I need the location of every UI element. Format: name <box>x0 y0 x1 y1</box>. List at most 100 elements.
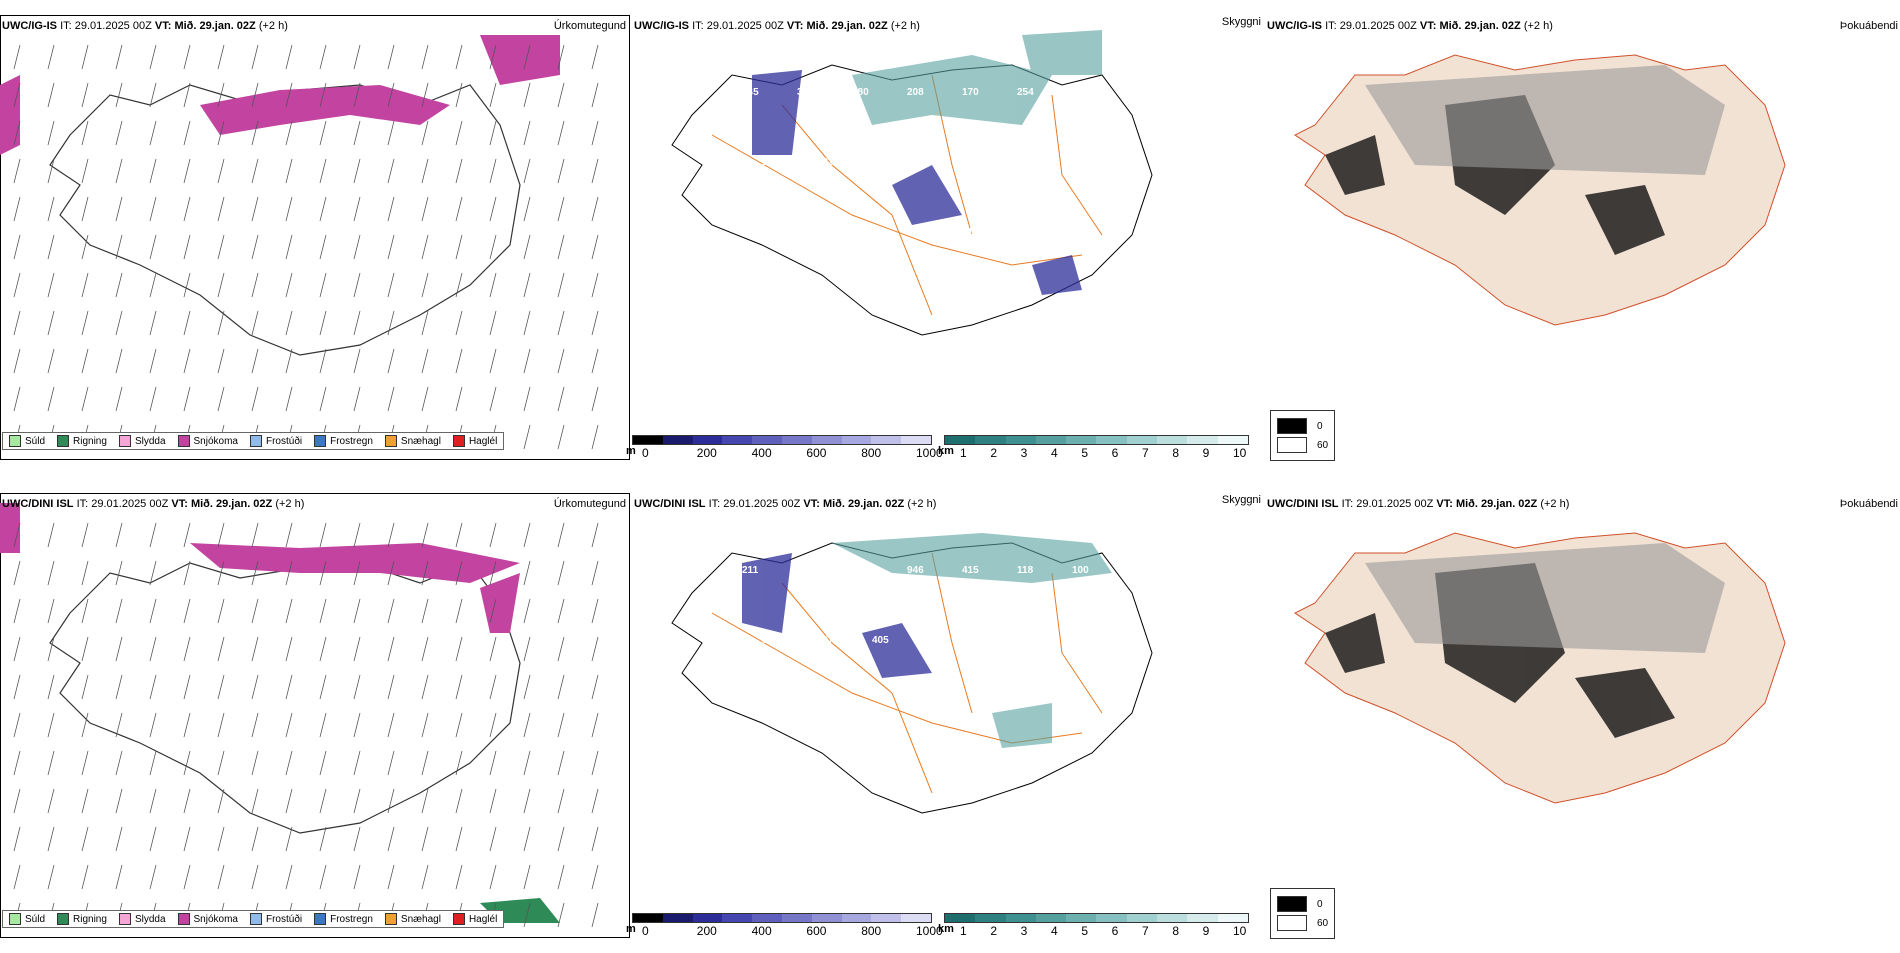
wind-barb <box>489 196 497 222</box>
colorbar-segment <box>752 436 782 444</box>
wind-barb <box>557 120 565 146</box>
legend-swatch <box>314 913 327 925</box>
colorbar-tick-label: 1 <box>960 924 967 938</box>
wind-barb <box>455 310 463 336</box>
wind-barb <box>353 348 361 374</box>
wind-barb <box>523 386 531 412</box>
ceiling-colorbar: 0 200 400 600 800 1000 m <box>626 435 943 460</box>
wind-barb <box>13 272 21 298</box>
wind-barb <box>319 82 327 108</box>
wind-barb <box>183 826 191 852</box>
colorbar-tick-label: 4 <box>1051 924 1058 938</box>
wind-barb <box>115 272 123 298</box>
legend-item: Frostregn <box>314 435 373 447</box>
wind-barb <box>353 598 361 624</box>
wind-barb <box>319 522 327 548</box>
cloud-area <box>742 553 792 633</box>
wind-barb <box>285 272 293 298</box>
wind-barb <box>183 788 191 814</box>
wind-barb <box>251 560 259 586</box>
wind-barb <box>353 826 361 852</box>
wind-barb <box>591 864 599 890</box>
wind-barb <box>421 272 429 298</box>
colorbar-unit: km <box>938 923 954 935</box>
wind-barb <box>217 82 225 108</box>
colorbar-tick-label: 6 <box>1111 446 1119 460</box>
wind-barb <box>81 44 89 70</box>
fog-area <box>1325 135 1385 195</box>
wind-barb <box>421 598 429 624</box>
wind-barb <box>421 712 429 738</box>
wind-barb <box>115 158 123 184</box>
wind-barb <box>183 674 191 700</box>
wind-barb <box>251 598 259 624</box>
colorbar-tick-label: 400 <box>751 446 772 460</box>
wind-barb <box>47 386 55 412</box>
wind-barb <box>455 826 463 852</box>
colorbar-tick-label: 0 <box>642 446 649 460</box>
wind-barb <box>13 82 21 108</box>
wind-barb <box>591 826 599 852</box>
wind-barb <box>455 598 463 624</box>
wind-barb <box>353 522 361 548</box>
wind-barb <box>421 310 429 336</box>
colorbar-tick-label: 2 <box>990 924 998 938</box>
colorbar-tick-label: 5 <box>1081 446 1089 460</box>
wind-barb <box>251 158 259 184</box>
wind-barb <box>183 196 191 222</box>
wind-barb <box>251 750 259 776</box>
wind-barb <box>285 234 293 260</box>
wind-barb <box>149 44 157 70</box>
colorbar-ticks: 0 200 400 600 800 1000 <box>632 445 943 460</box>
wind-barb <box>183 272 191 298</box>
fog-legend-item: 0 <box>1277 896 1328 912</box>
wind-barb <box>149 158 157 184</box>
wind-barb <box>591 348 599 374</box>
colorbar-tick-label: 200 <box>696 924 717 938</box>
snow-area-west <box>0 75 20 155</box>
wind-barb <box>319 750 327 776</box>
wind-barb <box>81 788 89 814</box>
colorbar-segment <box>722 914 753 922</box>
wind-barb <box>523 44 531 70</box>
wind-barb <box>81 196 89 222</box>
cloud-area <box>862 623 932 678</box>
wind-barb <box>319 788 327 814</box>
wind-barb <box>251 636 259 662</box>
wind-barb <box>285 522 293 548</box>
colorbar-tick-label: 800 <box>861 924 882 938</box>
wind-barb <box>285 158 293 184</box>
wind-barb <box>81 864 89 890</box>
wind-barb <box>591 234 599 260</box>
wind-barb <box>353 750 361 776</box>
colorbar-tick-label: 2 <box>990 446 998 460</box>
colorbar-segment <box>1035 914 1067 922</box>
legend-item: Haglél <box>452 435 497 447</box>
low-cloud-areas <box>742 553 932 678</box>
colorbar-segment <box>1126 914 1158 922</box>
cloud-area <box>892 165 962 225</box>
wind-barb <box>47 864 55 890</box>
wind-barb <box>47 674 55 700</box>
wind-barb <box>285 196 293 222</box>
wind-barb <box>557 636 565 662</box>
wind-barb <box>81 636 89 662</box>
colorbar-segment <box>1217 436 1248 444</box>
wind-barb <box>217 44 225 70</box>
colorbar-segment <box>841 436 872 444</box>
colorbar-segment <box>662 914 693 922</box>
colorbar-bar <box>944 435 1249 445</box>
legend-swatch <box>118 435 131 447</box>
wind-barb <box>115 864 123 890</box>
wind-barb <box>557 864 565 890</box>
cloud-base-label: 25 <box>1092 157 1104 168</box>
legend-item: Snæhagl <box>384 913 441 925</box>
wind-barb <box>149 864 157 890</box>
wind-barb <box>81 158 89 184</box>
fog-swatch <box>1277 915 1307 931</box>
colorbar-tick-label: 9 <box>1202 446 1210 460</box>
cloud-base-label: 112 <box>1037 635 1054 646</box>
wind-barb <box>217 234 225 260</box>
wind-barb <box>183 44 191 70</box>
wind-barb <box>13 636 21 662</box>
